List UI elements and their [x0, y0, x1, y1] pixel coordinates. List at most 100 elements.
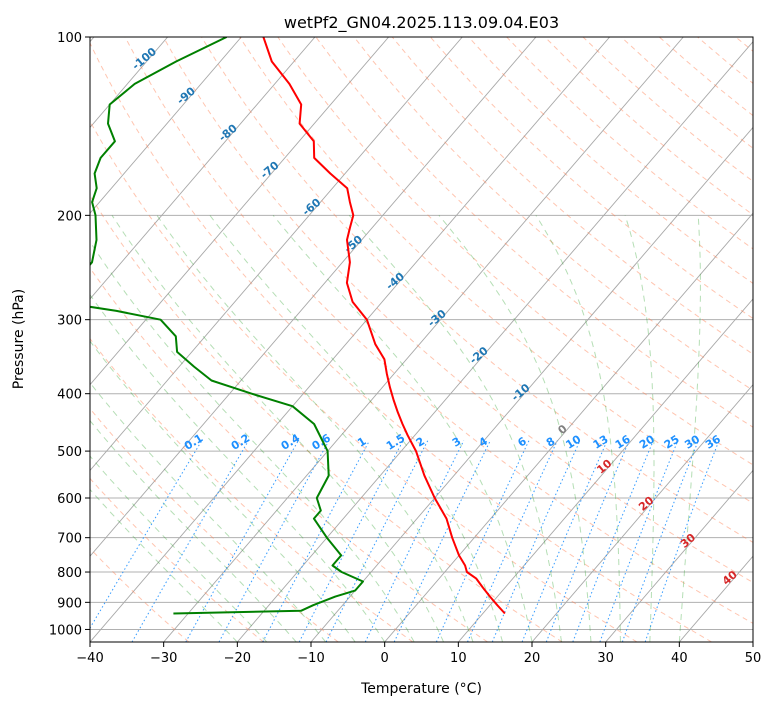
y-tick-label: 200: [57, 209, 82, 224]
mixing-ratio-label: 3: [450, 435, 463, 450]
y-tick-label: 100: [57, 31, 82, 46]
dry-adiabat: [353, 37, 753, 391]
dry-adiabat: [697, 37, 753, 84]
isotherm-label: -80: [216, 121, 240, 144]
x-tick-label: −20: [224, 651, 251, 666]
moist-adiabat: [90, 293, 386, 642]
isotherm-label: 40: [720, 568, 740, 588]
mixing-ratio-label: 2: [414, 435, 427, 450]
isotherm-label: 10: [594, 457, 614, 477]
mixing-ratio-label: 10: [563, 432, 583, 451]
isotherm-label: -70: [258, 159, 282, 182]
isotherm-line: [90, 37, 537, 557]
mixing-ratio-label: 0.2: [229, 431, 252, 452]
isotherm-line: [90, 37, 463, 472]
mixing-ratio-line: [325, 440, 429, 642]
x-tick-label: −40: [76, 651, 103, 666]
y-tick-label: 600: [57, 492, 82, 507]
isotherm-line: [163, 37, 684, 642]
chart-title: wetPf2_GN04.2025.113.09.04.E03: [284, 13, 559, 33]
moist-adiabat: [272, 214, 533, 642]
dry-adiabat: [124, 37, 753, 624]
moist-adiabat: [90, 240, 415, 642]
mixing-ratio-label: 25: [662, 433, 682, 452]
y-axis-title: Pressure (hPa): [11, 289, 27, 389]
moist-adiabat: [209, 215, 503, 642]
isotherm-line: [531, 384, 753, 642]
mixing-ratio-line: [521, 440, 608, 642]
dry-adiabat: [90, 194, 563, 642]
mixing-ratio-label: 16: [613, 432, 633, 451]
mixing-ratio-label: 20: [637, 432, 657, 451]
x-tick-label: 50: [745, 651, 762, 666]
mixing-ratio-line: [185, 440, 299, 642]
isotherm-line: [752, 641, 753, 642]
temperature-line: [262, 37, 506, 615]
isotherm-line: [310, 126, 753, 642]
dry-adiabat: [90, 407, 339, 642]
isotherm-label: -40: [383, 270, 407, 293]
axes: −40 −30 −20 −10 0 10 20 30 40 5010020030040050060…: [49, 31, 761, 666]
moist-adiabat: [348, 214, 562, 642]
mixing-ratio-line: [467, 440, 558, 642]
mixing-ratio-label: 8: [544, 435, 557, 450]
isotherm-label: -20: [467, 344, 491, 367]
isotherm-line: [90, 37, 316, 300]
dry-adiabat: [90, 120, 638, 642]
isotherm-line: [90, 37, 610, 642]
isotherm-label: -50: [342, 233, 366, 256]
dry-adiabat: [90, 477, 264, 642]
moist-adiabat: [90, 381, 327, 642]
line-labels: 0.1 0.2 0.4 0.6 1 1.5 2 3 4 6 8 10 13 16 20 25 30 36-100-…: [130, 45, 740, 588]
mixing-ratio-line: [572, 440, 654, 642]
mixing-ratio-line: [364, 440, 465, 642]
plot-frame: [89, 36, 754, 643]
mixing-ratio-line: [644, 440, 720, 642]
moist-adiabat: [90, 340, 356, 642]
isotherm-line: [90, 37, 242, 214]
mixing-ratio-label: 6: [515, 434, 529, 449]
mixing-ratio-label: 0.6: [310, 431, 334, 453]
moist-adiabat: [156, 215, 474, 642]
x-tick-label: 20: [524, 651, 541, 666]
mixing-ratio-label: 1.5: [384, 431, 407, 452]
mixing-ratio-label: 0.4: [279, 431, 303, 453]
y-tick-label: 900: [57, 596, 82, 611]
profile-series: [90, 37, 506, 615]
isotherm-line: [605, 469, 753, 642]
moist-adiabat: [535, 215, 621, 642]
isotherm-label: -10: [509, 381, 533, 404]
y-tick-label: 500: [57, 445, 82, 460]
isotherm-line: [457, 298, 753, 642]
isotherm-label: -90: [174, 84, 198, 107]
moist-adiabat: [90, 455, 268, 642]
dewpoint-line: [90, 37, 364, 615]
y-tick-label: 800: [57, 566, 82, 581]
mixing-ratio-line: [131, 440, 249, 642]
mixing-ratio-label: 1: [355, 435, 368, 450]
x-axis-title: Temperature (°C): [360, 681, 482, 697]
moist-adiabat: [678, 215, 701, 642]
isotherm-line: [384, 212, 753, 642]
x-tick-label: 0: [381, 651, 389, 666]
mixing-ratio-line: [621, 440, 699, 642]
y-tick-label: 700: [57, 532, 82, 547]
y-tick-label: 400: [57, 388, 82, 403]
mixing-ratio-line: [491, 440, 581, 642]
dry-adiabat: [544, 37, 753, 216]
dry-adiabat: [430, 37, 753, 320]
moist-adiabat: [624, 215, 655, 642]
isotherm-label: -30: [425, 307, 449, 330]
isotherm-label: -100: [130, 45, 160, 73]
dry-adiabat: [735, 37, 753, 52]
x-tick-label: 40: [671, 651, 688, 666]
dry-adiabat: [90, 337, 414, 642]
x-tick-label: −30: [150, 651, 177, 666]
mixing-ratio-line: [435, 440, 530, 642]
x-tick-label: −10: [297, 651, 324, 666]
mixing-ratio-line: [298, 440, 404, 642]
dry-adiabat: [315, 37, 753, 428]
dry-adiabat: [468, 37, 753, 284]
